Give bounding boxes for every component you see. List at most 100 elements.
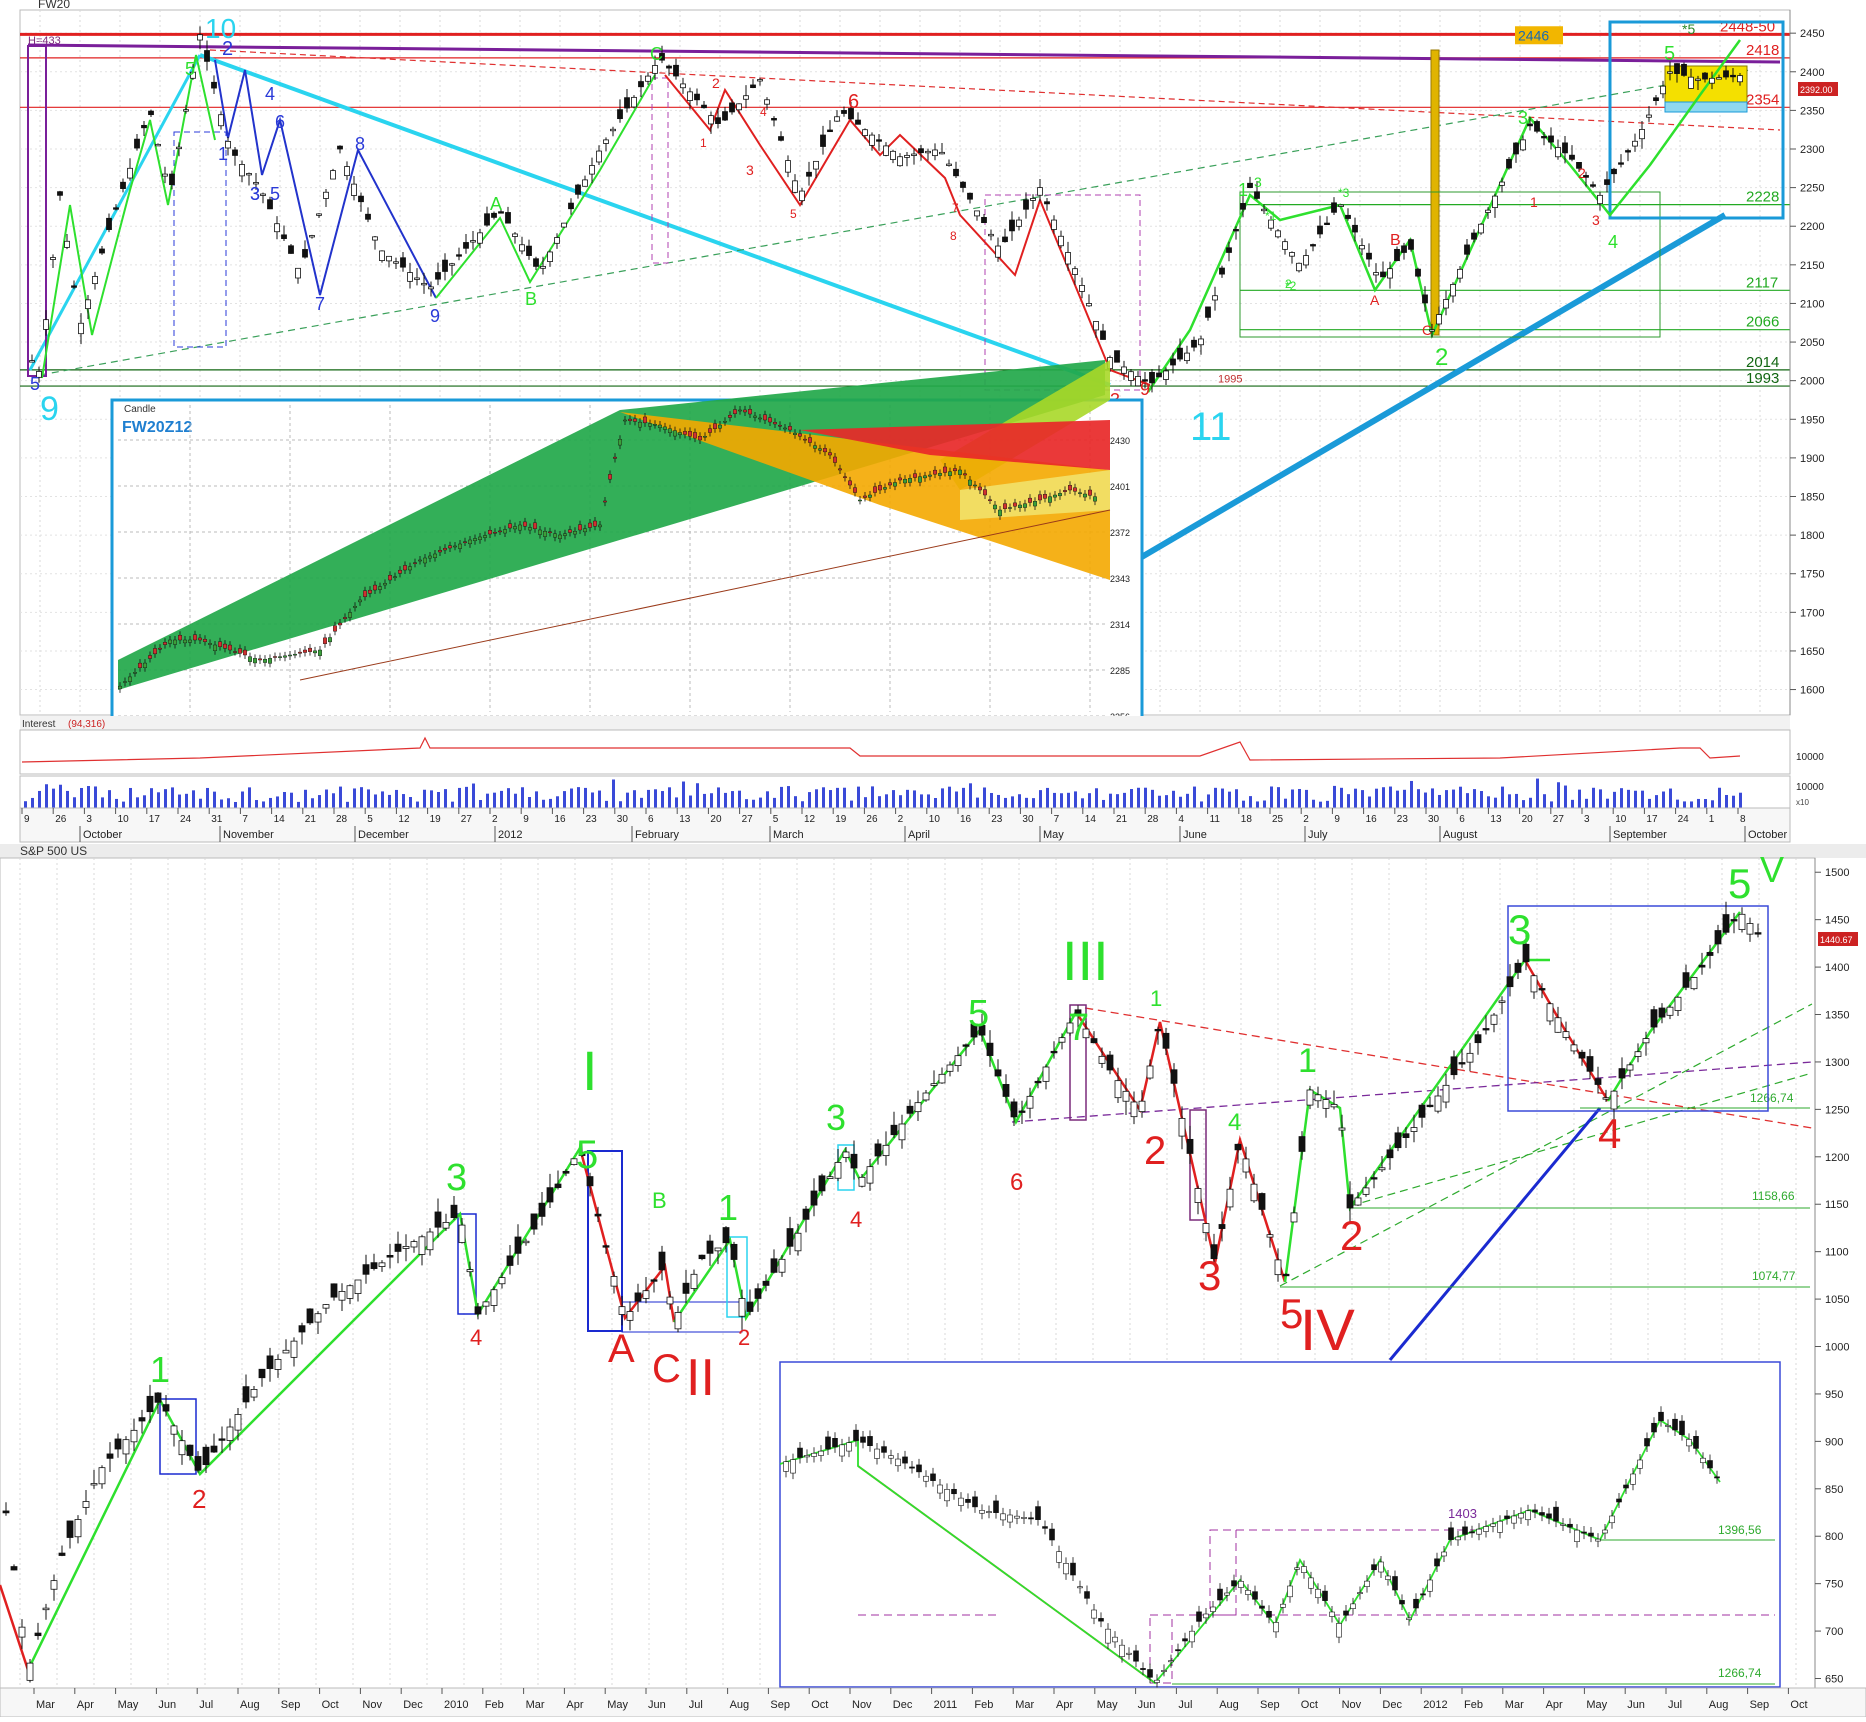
inset-spx-candle-body (1448, 1527, 1454, 1540)
bottom-x-tick-label: Feb (1464, 1699, 1483, 1711)
volume-bar (206, 787, 209, 808)
bottom-candle-body (442, 1222, 450, 1229)
volume-bar (262, 801, 265, 808)
bottom-x-tick-label: May (1097, 1699, 1118, 1711)
inset-spx-candle-body (1399, 1600, 1405, 1605)
volume-bar (1396, 790, 1399, 808)
inset-spx-candle-body (1693, 1436, 1699, 1449)
top-candle-body (29, 360, 35, 363)
top-candle-body (1485, 209, 1491, 213)
top-candle-body (708, 115, 714, 125)
bottom-candle-body (82, 1501, 90, 1508)
inset-candle-body (1032, 501, 1037, 507)
volume-bar (381, 791, 384, 808)
volume-bar (1536, 778, 1539, 808)
top-candle-body (918, 148, 924, 154)
top-x-day-label: 27 (1553, 814, 1565, 825)
level-label: 2418 (1746, 42, 1779, 59)
volume-bar (598, 790, 601, 808)
inset-spx-candle-body (1084, 1591, 1090, 1599)
volume-bar (1158, 795, 1161, 808)
volume-bar (150, 788, 153, 808)
top-x-day-label: 3 (1584, 814, 1590, 825)
inset-candle-body (338, 622, 343, 626)
inset-candle-body (1092, 496, 1097, 502)
bottom-candle-body (946, 1064, 954, 1072)
inset-candle-body (192, 634, 197, 641)
inset-spx-candle-body (1434, 1558, 1440, 1567)
bottom-x-tick-label: May (118, 1699, 139, 1711)
wave-path-red-a (664, 74, 1151, 386)
volume-bar (45, 784, 48, 808)
top-wave-label: 2 (1578, 165, 1586, 181)
inset-candle-body (608, 474, 613, 480)
volume-bar (486, 793, 489, 808)
bottom-candle-body (1082, 1028, 1090, 1039)
bottom-y-tick-label: 700 (1825, 1626, 1843, 1638)
inset-candle-body (127, 676, 132, 682)
volume-bar (479, 799, 482, 808)
inset-spx-candle-body (1161, 1670, 1167, 1672)
volume-bar (1004, 797, 1007, 808)
inset-spx-candle-body (1217, 1588, 1223, 1601)
inset-candle-body (508, 523, 513, 529)
bottom-x-tick-label: Aug (1709, 1699, 1729, 1711)
inset-spx-candle-body (1252, 1591, 1258, 1600)
top-candle-body (1737, 75, 1743, 83)
inset-spx-candle-body (1336, 1623, 1342, 1638)
top-x-day-label: 16 (554, 814, 566, 825)
bottom-candle-body (1610, 1090, 1618, 1110)
inset-spx-candle-body (1651, 1422, 1657, 1433)
bottom-wave-label: 5 (1280, 1290, 1303, 1337)
inset-candle-body (503, 529, 508, 534)
top-candle-body (694, 93, 700, 101)
bottom-x-tick-label: Mar (1505, 1699, 1524, 1711)
level-label-2446: 2446 (1518, 27, 1549, 43)
volume-bar (1221, 788, 1224, 808)
bottom-candle-body (474, 1306, 482, 1315)
inset-candle-body (393, 576, 398, 578)
top-candle-body (820, 134, 826, 147)
bottom-candle-body (1114, 1080, 1122, 1099)
inset-candle-body (728, 415, 733, 418)
volume-bar (311, 798, 314, 808)
volume-bar (1214, 787, 1217, 808)
top-x-day-label: 9 (523, 814, 529, 825)
top-candle-body (722, 111, 728, 121)
top-y-tick-label: 1900 (1800, 453, 1824, 465)
channel-yellow (960, 470, 1110, 520)
top-candle-body (925, 150, 931, 154)
top-x-day-label: 16 (960, 814, 972, 825)
interest-area (19, 729, 1791, 775)
bottom-candle-body (1642, 1038, 1650, 1044)
inset-candle-body (818, 448, 823, 451)
inset-candle-body (943, 466, 948, 473)
wave-path-green-a (41, 54, 216, 379)
bottom-y-tick-label: 1250 (1825, 1104, 1849, 1116)
bottom-wave-label: 5 (576, 1133, 598, 1177)
volume-bar (409, 797, 412, 808)
bottom-candle-body (282, 1349, 290, 1354)
inset-candle-body (813, 445, 818, 449)
bottom-candle-body (434, 1211, 442, 1228)
bottom-candle-body (1626, 1064, 1634, 1071)
inset-candle-body (368, 589, 373, 594)
volume-bar (885, 794, 888, 808)
bottom-candle-body (658, 1251, 666, 1271)
bottom-candle-body (618, 1306, 626, 1315)
bottom-candle-body (178, 1440, 186, 1456)
bottom-candle-body (410, 1241, 418, 1248)
top-candle-body (1534, 121, 1540, 132)
bottom-x-tick-label: Nov (1342, 1699, 1362, 1711)
bottom-x-tick-label: Sep (770, 1699, 790, 1711)
volume-bar (59, 784, 62, 808)
bottom-candle-body (1266, 1234, 1274, 1238)
bottom-candle-body (626, 1311, 634, 1321)
bottom-candle-body (1706, 952, 1714, 956)
inset-spx-candle-body (1203, 1613, 1209, 1619)
inset-candle-body (583, 528, 588, 533)
volume-bar (1438, 794, 1441, 808)
top-candle-body (666, 65, 672, 69)
bottom-wave-label: II (686, 1349, 715, 1407)
zone-box-blue (1608, 20, 1785, 220)
